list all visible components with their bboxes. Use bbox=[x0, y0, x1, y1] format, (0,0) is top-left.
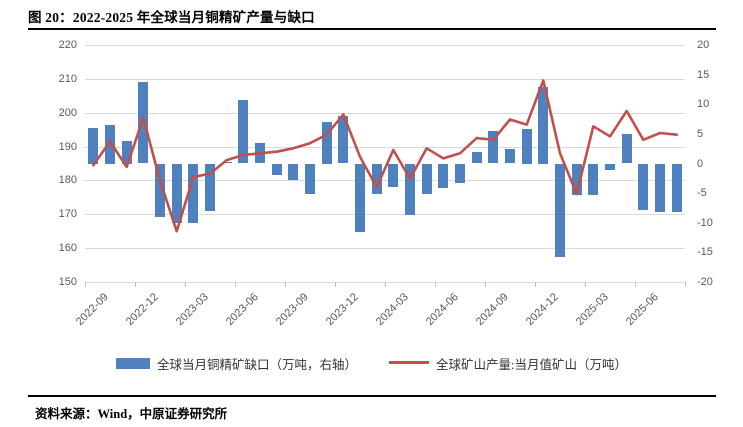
y-axis-label-right: -15 bbox=[697, 246, 713, 259]
deficit-bar bbox=[471, 151, 482, 164]
deficit-bar bbox=[321, 122, 332, 164]
x-axis-tick bbox=[285, 282, 286, 287]
x-axis-tick bbox=[485, 282, 486, 287]
deficit-bar bbox=[188, 163, 199, 223]
x-axis-tick bbox=[335, 282, 336, 287]
deficit-bar bbox=[421, 163, 432, 195]
x-axis-label: 2023-09 bbox=[273, 291, 311, 329]
bar-swatch-icon bbox=[116, 358, 150, 369]
deficit-bar bbox=[205, 163, 215, 211]
deficit-bar bbox=[388, 163, 399, 187]
deficit-bar bbox=[138, 81, 149, 164]
deficit-bar bbox=[271, 163, 282, 176]
legend: 全球当月铜精矿缺口（万吨，右轴） 全球矿山产量:当月值矿山（万吨） bbox=[0, 354, 743, 373]
x-axis-tick bbox=[535, 282, 536, 287]
figure-title: 图 20：2022-2025 年全球当月铜精矿产量与缺口 bbox=[28, 10, 315, 25]
deficit-bar bbox=[121, 141, 132, 164]
deficit-bar bbox=[621, 133, 632, 164]
legend-label-gap: 全球当月铜精矿缺口（万吨，右轴） bbox=[157, 358, 358, 372]
chart: 220 210 200 190 180 170 160 150 20 15 10 5 0 -5 -10 -15… bbox=[58, 39, 713, 329]
deficit-bar bbox=[155, 163, 165, 217]
deficit-bar bbox=[571, 163, 582, 195]
deficit-bar bbox=[605, 163, 615, 170]
deficit-bar bbox=[238, 100, 249, 164]
gridline bbox=[85, 45, 685, 46]
x-axis-label: 2023-06 bbox=[223, 291, 261, 329]
x-axis-tick bbox=[435, 282, 436, 287]
y-axis-label-left: 170 bbox=[58, 208, 77, 221]
gridline bbox=[85, 146, 685, 148]
x-axis-tick bbox=[635, 282, 636, 287]
y-axis-label-left: 150 bbox=[58, 276, 77, 288]
deficit-bar bbox=[355, 163, 365, 233]
y-axis-label-left: 210 bbox=[58, 72, 77, 85]
y-axis-label-left: 220 bbox=[58, 39, 77, 51]
deficit-bar bbox=[221, 161, 232, 164]
x-axis-label: 2024-09 bbox=[473, 291, 511, 329]
y-axis-label-right: 20 bbox=[697, 39, 710, 51]
deficit-bar bbox=[105, 125, 115, 164]
x-axis-tick bbox=[235, 282, 236, 287]
line-series bbox=[92, 79, 679, 233]
y-axis-label-right: -20 bbox=[697, 276, 713, 288]
deficit-bar bbox=[455, 163, 465, 184]
x-axis-label: 2022-09 bbox=[73, 291, 111, 329]
y-axis-label-right: 0 bbox=[697, 157, 704, 170]
deficit-bar bbox=[638, 163, 649, 210]
deficit-bar bbox=[588, 163, 599, 195]
x-axis-label: 2024-06 bbox=[423, 291, 461, 329]
x-axis-tick bbox=[135, 282, 136, 287]
x-axis-label: 2024-12 bbox=[523, 291, 561, 329]
x-axis-tick bbox=[185, 282, 186, 287]
x-axis-label: 2023-03 bbox=[173, 291, 211, 329]
y-axis-label-left: 160 bbox=[58, 242, 77, 255]
y-axis-label-left: 200 bbox=[58, 106, 77, 119]
deficit-bar bbox=[505, 148, 515, 164]
deficit-bar bbox=[521, 128, 532, 164]
x-axis-tick bbox=[685, 282, 686, 287]
deficit-bar bbox=[671, 163, 682, 213]
x-axis-tick bbox=[585, 282, 586, 287]
gridline bbox=[85, 78, 685, 80]
x-axis-tick bbox=[85, 282, 86, 287]
title-separator bbox=[28, 28, 716, 30]
deficit-bar bbox=[88, 128, 99, 164]
x-axis-label: 2023-12 bbox=[323, 291, 361, 329]
deficit-bar bbox=[655, 163, 665, 213]
legend-label-production: 全球矿山产量:当月值矿山（万吨） bbox=[436, 358, 627, 372]
deficit-bar bbox=[305, 163, 315, 194]
x-axis-tick bbox=[385, 282, 386, 287]
y-axis-label-right: -5 bbox=[697, 187, 707, 200]
gridline bbox=[85, 112, 685, 114]
x-axis-label: 2025-03 bbox=[573, 291, 611, 329]
gridline bbox=[85, 248, 685, 250]
deficit-bar bbox=[438, 163, 449, 188]
x-axis-label: 2022-12 bbox=[123, 291, 161, 329]
source-note: 资料来源：Wind，中原证券研究所 bbox=[35, 407, 228, 421]
deficit-bar bbox=[538, 86, 549, 164]
line-swatch-icon bbox=[389, 360, 430, 364]
legend-item-production: 全球矿山产量:当月值矿山（万吨） bbox=[367, 354, 627, 373]
deficit-bar bbox=[255, 143, 265, 164]
y-axis-label-right: 10 bbox=[697, 98, 710, 111]
x-axis-label: 2025-06 bbox=[623, 291, 661, 329]
deficit-bar bbox=[371, 163, 382, 195]
y-axis-label-left: 180 bbox=[58, 174, 77, 187]
y-axis-label-left: 190 bbox=[58, 140, 77, 153]
deficit-bar bbox=[555, 163, 565, 258]
x-axis-label: 2024-03 bbox=[373, 291, 411, 329]
deficit-bar bbox=[488, 130, 499, 164]
deficit-bar bbox=[405, 163, 415, 215]
source-separator bbox=[28, 395, 716, 397]
deficit-bar bbox=[288, 163, 299, 180]
legend-item-gap: 全球当月铜精矿缺口（万吨，右轴） bbox=[116, 354, 357, 373]
y-axis-label-right: 5 bbox=[697, 127, 704, 140]
y-axis-label-right: -10 bbox=[697, 216, 713, 229]
deficit-bar bbox=[338, 116, 349, 164]
deficit-bar bbox=[171, 163, 182, 223]
y-axis-label-right: 15 bbox=[697, 68, 710, 81]
